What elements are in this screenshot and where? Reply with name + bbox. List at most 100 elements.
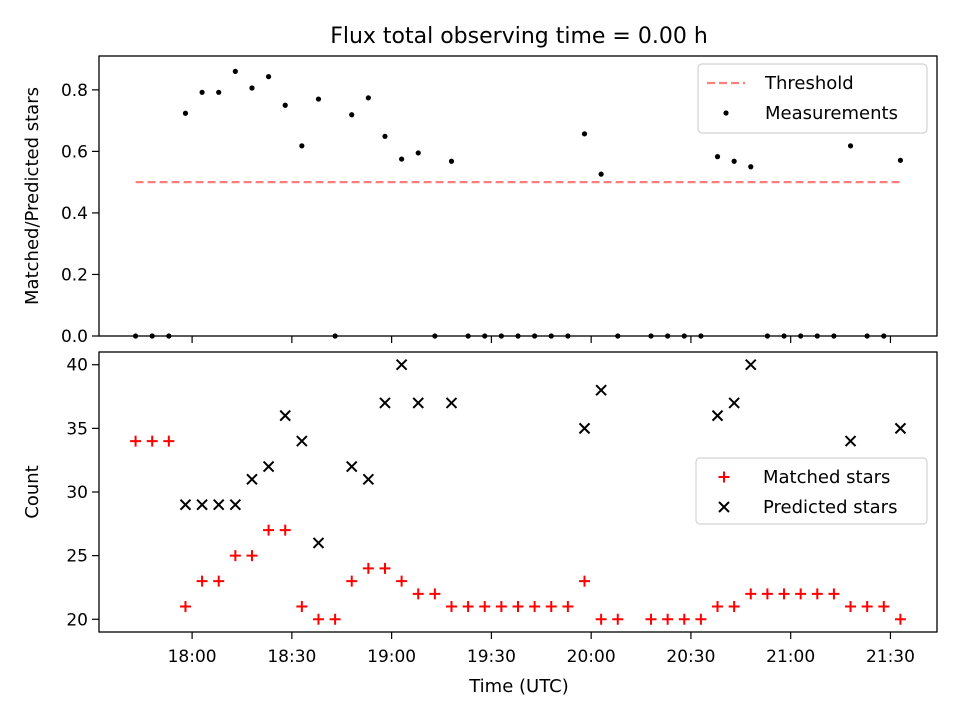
matched-star-point	[612, 613, 624, 625]
matched-star-point	[179, 601, 191, 613]
matched-star-point	[645, 613, 657, 625]
matched-star-point	[894, 613, 906, 625]
matched-star-point	[562, 601, 574, 613]
top-ytick-label: 0.4	[61, 204, 88, 224]
measurement-point	[349, 112, 355, 118]
measurement-point	[399, 156, 405, 162]
top-ytick-label: 0.2	[61, 265, 88, 285]
measurement-point	[199, 89, 205, 95]
bottom-legend-box	[695, 457, 928, 525]
predicted-star-point	[711, 409, 724, 422]
measurement-point	[282, 102, 288, 108]
bottom-legend-label: Predicted stars	[763, 497, 897, 518]
predicted-star-point	[395, 359, 408, 371]
matched-star-point	[712, 601, 724, 613]
predicted-star-point	[196, 499, 208, 511]
predicted-star-point	[894, 422, 907, 435]
matched-star-point	[163, 435, 175, 447]
matched-star-point	[462, 601, 474, 613]
matched-star-point	[579, 575, 591, 587]
predicted-star-point	[296, 435, 308, 447]
xtick-label: 20:30	[666, 647, 715, 667]
predicted-star-point	[246, 473, 258, 485]
matched-star-point	[778, 588, 790, 600]
measurement-point	[897, 157, 904, 163]
measurement-point	[415, 150, 421, 156]
measurement-point	[598, 171, 604, 177]
predicted-star-point	[728, 397, 740, 409]
measurement-point	[216, 89, 222, 95]
top-legend-box	[697, 63, 928, 134]
top-ytick-label: 0.0	[61, 327, 88, 347]
predicted-star-point	[229, 499, 242, 511]
predicted-star-point	[179, 499, 192, 511]
matched-star-point	[346, 575, 358, 587]
measurement-point	[581, 131, 588, 137]
measurement-point	[365, 95, 371, 101]
measurement-point	[299, 143, 305, 149]
xtick-label: 18:30	[267, 647, 316, 667]
matched-star-point	[312, 613, 324, 625]
matched-star-point	[861, 601, 873, 613]
xtick-label: 19:00	[367, 647, 416, 667]
matched-star-point	[196, 575, 208, 587]
figure-title: Flux total observing time = 0.00 h	[330, 24, 708, 49]
predicted-star-point	[312, 537, 325, 549]
top-legend-label: Threshold	[764, 73, 854, 94]
bottom-ytick-label: 30	[66, 483, 88, 503]
measurement-point	[315, 96, 322, 102]
bottom-legend-label: Matched stars	[763, 467, 890, 488]
matched-star-point	[329, 613, 341, 625]
measurement-point	[382, 133, 388, 139]
bottom-ytick-label: 20	[66, 610, 88, 630]
top-ytick-label: 0.8	[61, 81, 88, 101]
matched-star-point	[396, 575, 408, 587]
matched-star-point	[229, 550, 241, 562]
matched-star-point	[146, 435, 158, 447]
matched-star-point	[213, 575, 225, 587]
x-axis-label: Time (UTC)	[468, 676, 569, 697]
predicted-star-point	[262, 460, 275, 473]
matched-star-point	[263, 524, 275, 536]
bottom-ytick-label: 40	[66, 356, 88, 376]
matched-star-point	[279, 524, 291, 536]
matched-star-point	[728, 601, 740, 613]
top-legend-swatch-measurements	[723, 110, 729, 116]
matched-star-point	[379, 562, 391, 574]
measurement-point	[847, 143, 854, 149]
predicted-star-point	[412, 397, 424, 409]
bottom-legend-swatch-predicted	[718, 501, 730, 513]
measurement-point	[714, 154, 721, 160]
top-ytick-label: 0.6	[61, 142, 88, 162]
matched-star-point	[296, 601, 308, 613]
predicted-star-point	[844, 435, 857, 447]
measurement-point	[448, 158, 455, 164]
top-panel: 0.0 0.2 0.4 0.6 0.8 Threshold Measurements	[61, 55, 938, 347]
xtick-label: 19:30	[467, 647, 516, 667]
bottom-panel: 20 25 30 35 40 18:00 18:30 19:00 19:30 20:00 20:30…	[66, 351, 938, 667]
bottom-ytick-label: 25	[66, 547, 88, 567]
bottom-y-axis-label: Count	[22, 465, 43, 518]
predicted-star-point	[578, 422, 591, 435]
predicted-star-point	[279, 409, 291, 422]
matched-star-point	[828, 588, 840, 600]
measurement-point	[249, 85, 255, 91]
matched-star-point	[246, 550, 258, 562]
matched-star-point	[130, 435, 142, 447]
matched-star-point	[761, 588, 773, 600]
matched-star-point	[529, 601, 541, 613]
matched-star-point	[362, 562, 374, 574]
matched-star-point	[495, 601, 507, 613]
top-y-axis-label: Matched/Predicted stars	[22, 87, 43, 305]
matched-star-point	[445, 601, 457, 613]
bottom-legend-swatch-matched	[718, 471, 730, 483]
matched-star-point	[429, 588, 441, 600]
predicted-star-point	[379, 397, 391, 409]
measurement-point	[182, 110, 189, 116]
measurement-point	[748, 164, 754, 170]
top-axes-frame	[98, 55, 938, 337]
measurement-point	[232, 68, 238, 74]
predicted-star-point	[346, 460, 358, 473]
bottom-axes-frame	[98, 351, 938, 633]
